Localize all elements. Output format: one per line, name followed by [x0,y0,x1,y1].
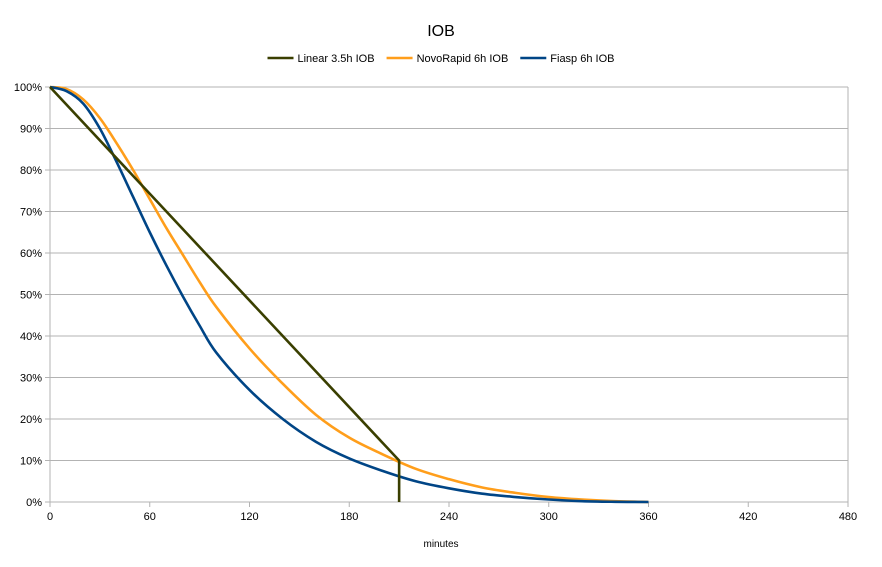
y-tick-label-5: 50% [20,290,42,302]
x-tick-label-3: 180 [340,511,358,523]
y-tick-label-4: 40% [20,331,42,343]
series-line-2 [49,85,649,504]
y-tick-label-2: 20% [20,414,42,426]
x-tick-label-0: 0 [47,511,53,523]
y-tick-label-1: 10% [20,456,42,468]
y-tick-label-0: 0% [26,497,42,509]
y-axis-ticks: 0% 10% 20% 30% 40% 50% 60% 70% 80% 90% 100% [14,82,50,509]
x-tick-label-1: 60 [144,511,156,523]
x-axis-ticks: 0 60 120 180 240 300 360 420 480 [47,502,857,523]
y-tick-label-6: 60% [20,248,42,260]
y-tick-label-7: 70% [20,207,42,219]
gridlines [50,86,848,503]
x-tick-label-6: 360 [639,511,657,523]
legend-label-1: NovoRapid 6h IOB [417,53,509,65]
legend-label-2: Fiasp 6h IOB [550,53,614,65]
legend-label-0: Linear 3.5h IOB [298,53,375,65]
legend: Linear 3.5h IOB NovoRapid 6h IOB Fiasp 6h … [267,53,614,65]
x-tick-label-2: 120 [240,511,258,523]
y-tick-label-3: 30% [20,373,42,385]
series-line-0 [49,86,401,502]
x-axis-label: minutes [423,539,458,550]
x-tick-label-7: 420 [739,511,757,523]
chart-title: IOB [427,23,455,40]
series-lines [49,85,649,504]
x-tick-label-5: 300 [540,511,558,523]
x-tick-label-4: 240 [440,511,458,523]
y-tick-label-9: 90% [20,124,42,136]
series-line-1 [49,85,649,504]
x-tick-label-8: 480 [839,511,857,523]
y-tick-label-8: 80% [20,165,42,177]
y-tick-label-10: 100% [14,82,42,94]
